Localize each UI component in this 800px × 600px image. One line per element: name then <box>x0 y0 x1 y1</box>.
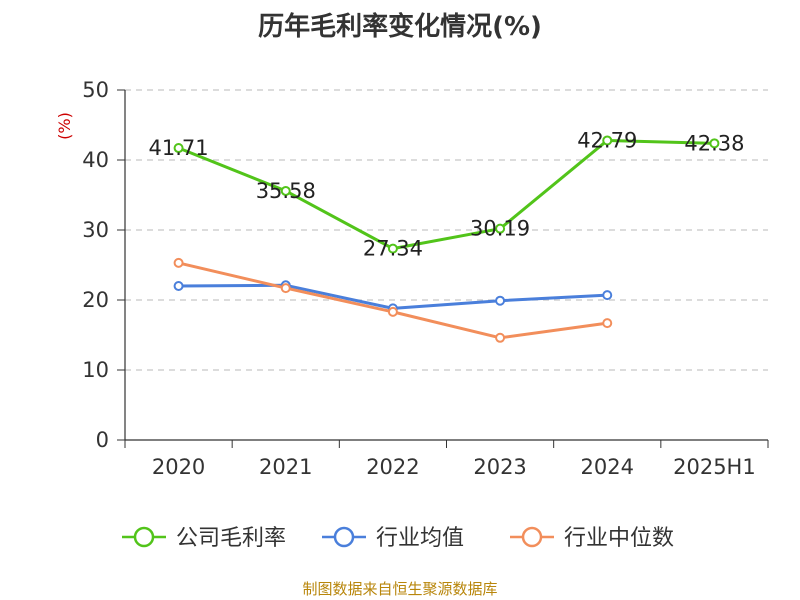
legend-label: 公司毛利率 <box>176 526 286 551</box>
x-tick-label: 2022 <box>366 455 419 479</box>
y-tick-label: 20 <box>82 288 109 312</box>
data-point <box>495 332 506 343</box>
legend-label: 行业中位数 <box>564 526 674 551</box>
data-point <box>173 281 184 291</box>
legend: 公司毛利率 行业均值 行业中位数 <box>122 526 674 551</box>
data-point <box>602 290 613 301</box>
legend-label: 行业均值 <box>376 526 464 551</box>
data-point <box>709 138 720 149</box>
data-point <box>280 283 291 294</box>
x-tick-label: 2025H1 <box>673 455 756 479</box>
data-point <box>173 257 184 268</box>
legend-item[interactable]: 公司毛利率 <box>122 526 286 551</box>
x-tick-label: 2021 <box>259 455 312 479</box>
y-tick-label: 10 <box>82 358 109 382</box>
chart-title: 历年毛利率变化情况(%) <box>258 12 542 42</box>
legend-marker <box>133 526 155 548</box>
x-tick-label: 2020 <box>152 455 205 479</box>
data-point <box>387 243 398 254</box>
data-point <box>387 306 398 317</box>
y-tick-label: 0 <box>96 428 109 452</box>
data-point <box>495 223 506 234</box>
legend-marker <box>521 526 543 548</box>
source-note: 制图数据来自恒生聚源数据库 <box>302 580 498 598</box>
data-label: 30.19 <box>470 217 530 241</box>
y-tick-label: 30 <box>82 218 109 242</box>
x-tick-label: 2023 <box>473 455 526 479</box>
data-point <box>173 143 184 154</box>
x-tick-label: 2024 <box>581 455 634 479</box>
y-tick-label: 40 <box>82 148 109 172</box>
data-point <box>602 135 613 146</box>
data-point <box>602 318 613 329</box>
legend-item[interactable]: 行业中位数 <box>510 526 674 551</box>
axes: 0 10 20 30 40 50 2020 2021 2022 2023 2024 2025H1 <box>82 78 769 479</box>
data-label: 42.38 <box>684 131 744 155</box>
gridlines <box>125 89 768 371</box>
data-point <box>495 295 506 306</box>
series-lines <box>173 135 720 343</box>
data-point <box>280 185 291 196</box>
series-line <box>178 138 715 251</box>
data-label: 27.34 <box>363 237 423 261</box>
data-labels: 41.71 35.58 27.34 30.19 42.79 42.38 <box>149 128 745 260</box>
legend-item[interactable]: 行业均值 <box>322 526 464 551</box>
legend-marker <box>333 526 355 548</box>
y-tick-label: 50 <box>82 78 109 102</box>
data-label: 42.79 <box>577 128 637 152</box>
data-label: 35.58 <box>256 179 316 203</box>
data-label: 41.71 <box>149 136 209 160</box>
y-axis-unit: (%) <box>55 112 74 140</box>
